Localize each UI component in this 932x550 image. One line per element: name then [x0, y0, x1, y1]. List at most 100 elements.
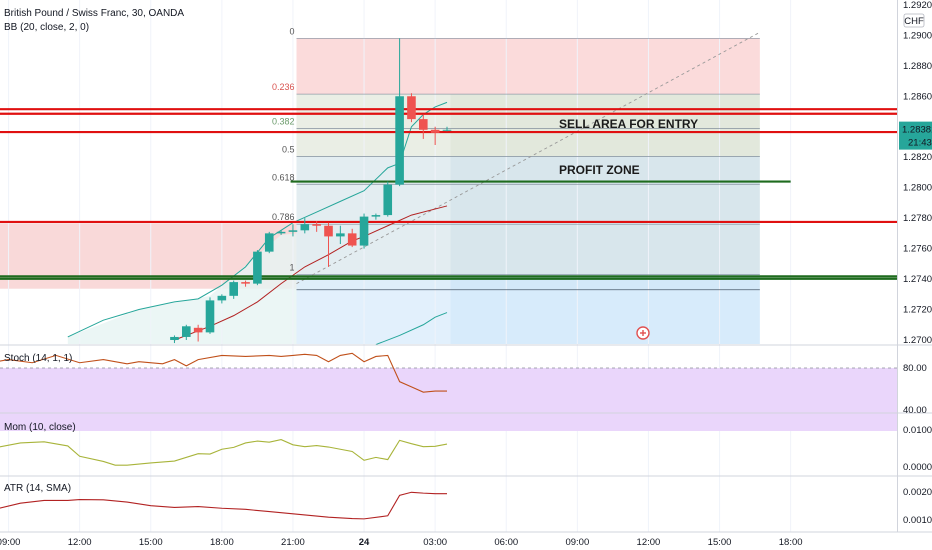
text-layer: British Pound / Swiss Franc, 30, OANDA B…: [4, 8, 698, 494]
candle-body: [300, 224, 310, 231]
candle-body: [395, 96, 404, 185]
candle-body: [442, 129, 452, 131]
fib-level-label: 0.786: [272, 212, 295, 222]
stoch-tick-label: 80.00: [903, 363, 927, 374]
candle-body: [217, 295, 227, 301]
time-tick-label: 06:00: [494, 537, 518, 548]
fib-highlight: [296, 94, 451, 345]
price-tick-label: 1.27000: [903, 335, 932, 346]
bb-lower-band: [375, 312, 448, 346]
time-tick-label: 18:00: [210, 537, 234, 548]
price-tick-label: 1.27200: [903, 305, 932, 316]
candle-body: [253, 251, 262, 284]
time-tick-label: 12:00: [637, 537, 661, 548]
fib-layer[interactable]: 0 0.236 0.382 0.5 0.618 0.786 1: [272, 26, 761, 291]
candle-body: [205, 300, 215, 333]
stoch-pane-label: Stoch (14, 1, 1): [4, 353, 72, 364]
add-alert-icon[interactable]: [636, 326, 650, 340]
candle-body: [359, 216, 369, 246]
currency-box: [903, 13, 925, 28]
horizontal-lines-layer[interactable]: [0, 108, 898, 280]
bb-upper-band: [67, 101, 448, 338]
time-tick-label: 15:00: [139, 537, 163, 548]
price-tick-label: 1.27400: [903, 274, 932, 285]
fib-level-label: 0.5: [282, 144, 295, 154]
zones-layer: [0, 38, 760, 345]
fib-level-label: 0.618: [272, 172, 295, 182]
bollinger-layer: [67, 101, 448, 346]
fib-level-label: 0: [289, 26, 294, 36]
atr-tick-label: 0.00100: [903, 515, 932, 526]
time-tick-label: 24: [359, 537, 370, 548]
candle-body: [383, 184, 393, 216]
currency-label: CHF: [904, 16, 924, 27]
fib-level-label: 0.236: [272, 82, 295, 92]
fib-level-label: 0.382: [272, 117, 295, 127]
candle-body: [371, 215, 381, 217]
price-tick-label: 1.27800: [903, 213, 932, 224]
time-tick-label: 09:00: [0, 537, 20, 548]
candle-body: [430, 129, 440, 133]
candle-body: [170, 336, 179, 340]
stoch-band: [0, 368, 898, 431]
time-tick-label: 03:00: [423, 537, 447, 548]
price-tick-label: 1.27600: [903, 244, 932, 255]
price-tick-label: 1.29000: [903, 30, 932, 41]
candle-body: [407, 96, 416, 120]
indicator-layer: [0, 352, 898, 520]
candle-body: [288, 230, 298, 232]
profit-zone-label: PROFIT ZONE: [559, 163, 640, 177]
sell-area-label: SELL AREA FOR ENTRY: [559, 117, 698, 131]
grid-layer: [8, 0, 792, 532]
time-tick-label: 18:00: [779, 537, 803, 548]
fib-zone: [296, 128, 760, 157]
fib-zone: [296, 184, 760, 225]
bb-band-fill: [67, 233, 297, 344]
price-tick-label: 1.28200: [903, 152, 932, 163]
candle-body: [182, 326, 191, 337]
fib-level-label: 1: [289, 262, 294, 272]
bb-basis-line: [174, 205, 448, 341]
candle-body: [229, 282, 238, 296]
atr-line: [0, 491, 447, 520]
fib-trend-line[interactable]: [296, 31, 761, 285]
bar-countdown-label: 21:43: [908, 138, 932, 149]
fib-zone-lower: [296, 289, 760, 344]
time-tick-label: 12:00: [68, 537, 92, 548]
candle-body: [312, 224, 321, 226]
candle-body: [193, 327, 203, 333]
candle-body: [347, 233, 357, 246]
candle-body: [419, 119, 428, 130]
candles-layer: [170, 38, 452, 344]
current-price-tag: [899, 121, 932, 150]
atr-pane-label: ATR (14, SMA): [4, 483, 71, 494]
fib-zone: [296, 156, 760, 185]
candle-body: [241, 282, 250, 284]
fib-zone: [296, 38, 760, 95]
time-tick-label: 15:00: [708, 537, 732, 548]
price-tick-label: 1.28600: [903, 91, 932, 102]
bb-indicator-label: BB (20, close, 2, 0): [4, 22, 89, 33]
stoch-line: [0, 352, 447, 393]
candle-body: [276, 231, 286, 234]
price-tick-label: 1.28000: [903, 183, 932, 194]
mom-pane-label: Mom (10, close): [4, 422, 76, 433]
price-tick-label: 1.29200: [903, 0, 932, 11]
fib-zone: [296, 94, 760, 129]
current-price-label: 1.28381: [902, 125, 932, 136]
momentum-line: [0, 439, 448, 466]
candle-body: [336, 233, 345, 237]
symbol-title: British Pound / Swiss Franc, 30, OANDA: [4, 8, 184, 19]
time-tick-label: 09:00: [565, 537, 589, 548]
candle-body: [264, 233, 274, 252]
price-tick-label: 1.28800: [903, 61, 932, 72]
stoch-tick-label: 40.00: [903, 405, 927, 416]
candle-body: [324, 225, 333, 237]
controls-layer[interactable]: [636, 326, 650, 340]
